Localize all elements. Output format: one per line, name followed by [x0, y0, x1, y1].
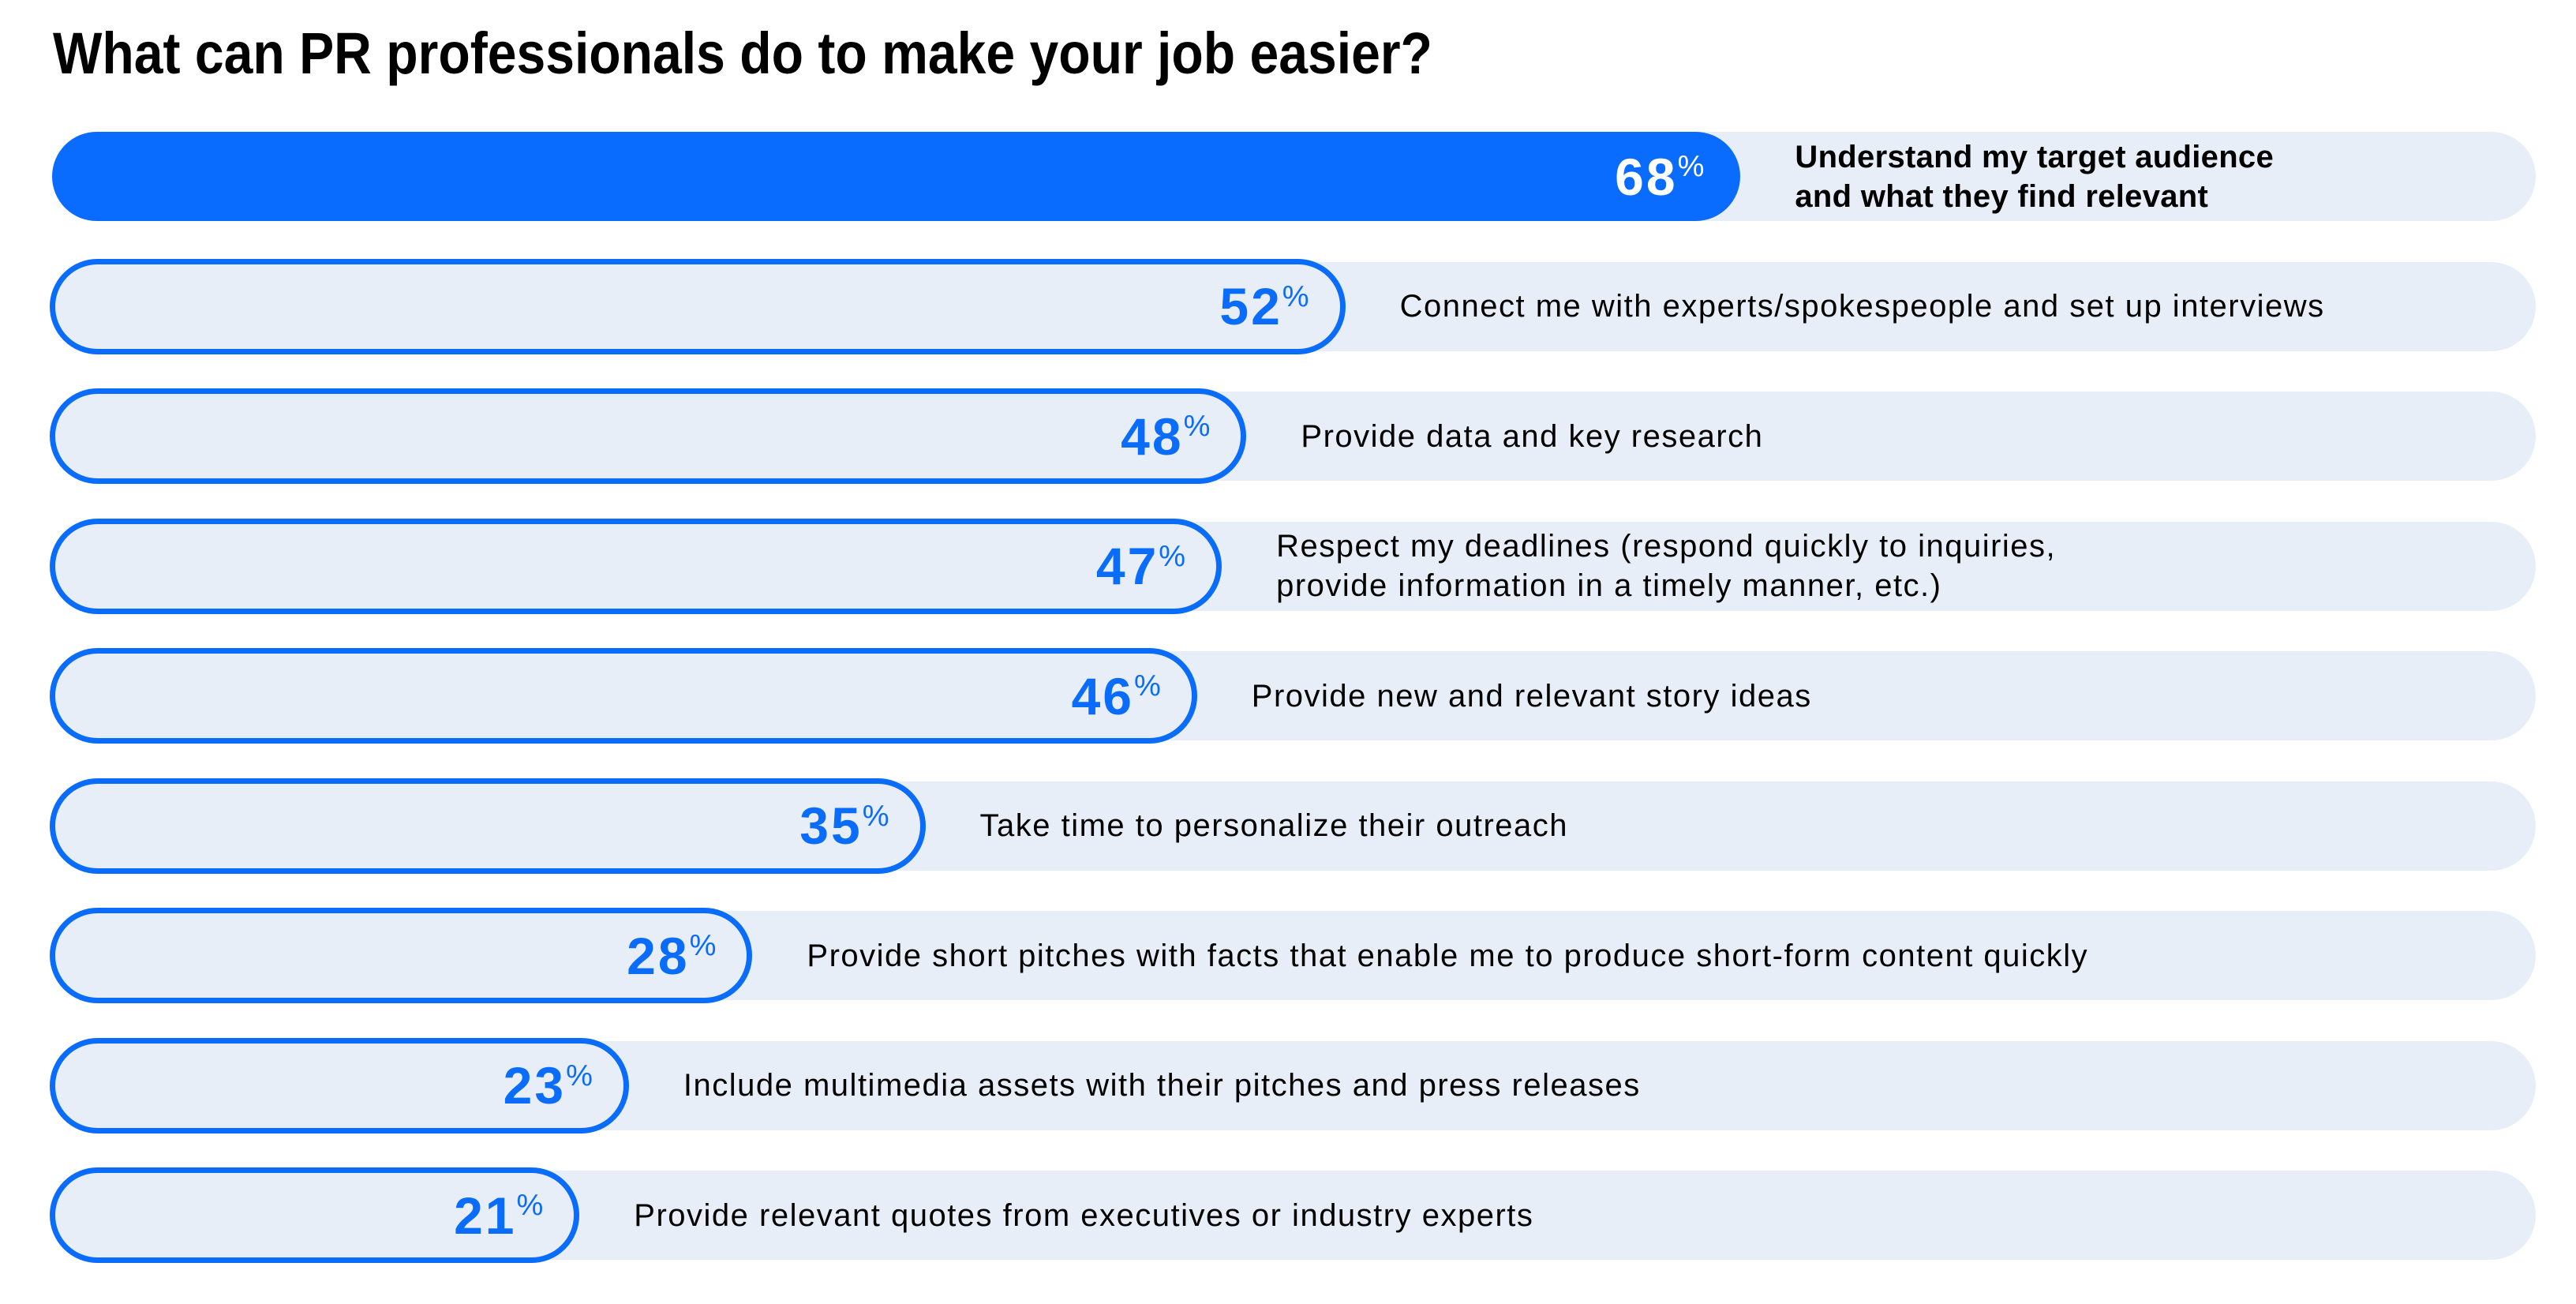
- data-label-value: 35: [799, 796, 863, 855]
- bar-row: 46% Provide new and relevant story ideas: [0, 648, 2576, 744]
- category-label: Take time to personalize their outreach: [979, 808, 1569, 843]
- data-label: 52%: [0, 262, 1309, 351]
- bar: [50, 258, 1346, 354]
- data-label-value: 28: [627, 926, 690, 985]
- category-label: Understand my target audience and what t…: [1795, 139, 2275, 214]
- data-label-value: 68: [1615, 147, 1678, 206]
- bar: [50, 388, 1247, 484]
- data-label: 46%: [0, 651, 1161, 740]
- data-label-unit: %: [1134, 669, 1161, 703]
- data-label: 68%: [0, 132, 1704, 221]
- data-label-unit: %: [1282, 279, 1309, 313]
- data-label-unit: %: [566, 1059, 593, 1092]
- bar: [50, 648, 1197, 744]
- data-label-value: 21: [454, 1186, 517, 1245]
- data-label: 23%: [0, 1041, 593, 1130]
- category-label: Include multimedia assets with their pit…: [683, 1068, 1641, 1103]
- data-label-value: 23: [503, 1056, 567, 1115]
- bar-row: 68% Understand my target audience and wha…: [0, 132, 2576, 221]
- data-label-unit: %: [1677, 150, 1705, 183]
- data-label: 21%: [0, 1171, 543, 1260]
- bar-row: 35% Take time to personalize their outrea…: [0, 778, 2576, 874]
- bar-row: 21% Provide relevant quotes from executiv…: [0, 1167, 2576, 1263]
- data-label: 28%: [0, 911, 716, 1000]
- data-label-value: 46: [1071, 666, 1134, 725]
- bar-row: 47% Respect my deadlines (respond quickly…: [0, 518, 2576, 614]
- category-label: Provide new and relevant story ideas: [1251, 678, 1812, 714]
- data-label-unit: %: [689, 929, 717, 962]
- bar: [50, 908, 753, 1003]
- bar-highlighted: [52, 132, 1741, 221]
- data-label-value: 48: [1121, 407, 1184, 466]
- data-label-unit: %: [862, 799, 889, 833]
- data-label-unit: %: [1159, 539, 1186, 573]
- bar: [50, 778, 926, 874]
- bar: [50, 1037, 629, 1134]
- data-label-unit: %: [516, 1189, 544, 1222]
- category-label: Provide short pitches with facts that en…: [807, 938, 2089, 973]
- bar: [50, 1167, 580, 1263]
- chart-title: What can PR professionals do to make you…: [53, 21, 1432, 86]
- data-label-value: 52: [1219, 277, 1282, 335]
- category-label: Provide data and key research: [1301, 418, 1764, 454]
- data-label: 48%: [0, 392, 1210, 481]
- category-label: Respect my deadlines (respond quickly to…: [1276, 529, 2057, 603]
- data-label-unit: %: [1183, 410, 1211, 443]
- bar-row: 52% Connect me with experts/spokespeople …: [0, 258, 2576, 354]
- category-label: Provide relevant quotes from executives …: [634, 1197, 1534, 1233]
- category-label: Connect me with experts/spokespeople and…: [1399, 289, 2325, 324]
- data-label: 47%: [0, 522, 1185, 611]
- data-label-value: 47: [1095, 537, 1159, 595]
- bar-row: 23% Include multimedia assets with their …: [0, 1037, 2576, 1134]
- bar-row: 48% Provide data and key research: [0, 388, 2576, 484]
- bar: [50, 518, 1222, 614]
- data-label: 35%: [0, 781, 889, 871]
- bar-row: 28% Provide short pitches with facts that…: [0, 908, 2576, 1003]
